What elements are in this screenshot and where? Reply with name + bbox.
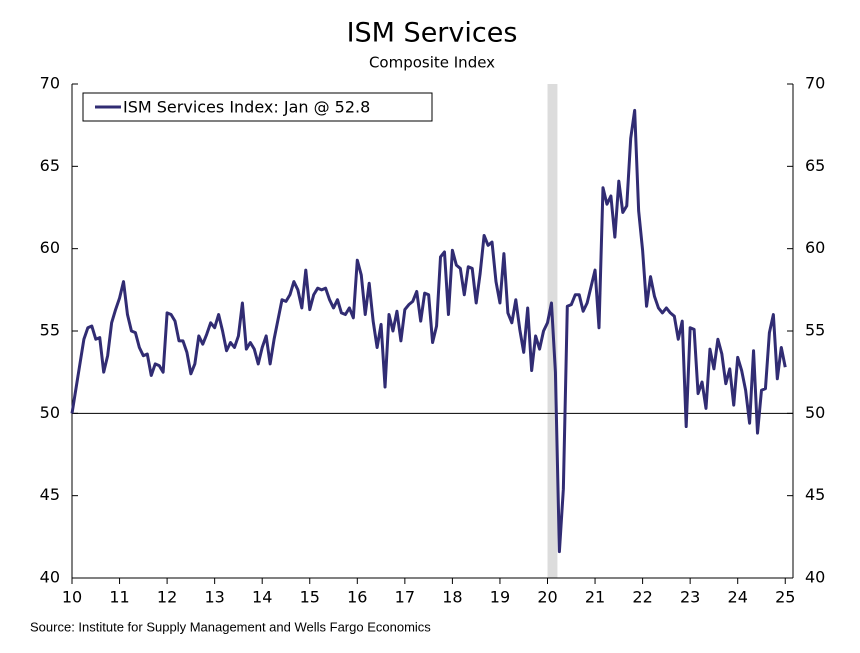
x-tick-label: 14 [252, 588, 272, 607]
x-tick-label: 21 [585, 588, 605, 607]
y-tick-label: 55 [40, 321, 60, 340]
x-tick-label: 11 [109, 588, 129, 607]
source-note: Source: Institute for Supply Management … [30, 619, 431, 634]
y-tick-label: 40 [40, 568, 60, 587]
y2-tick-label: 60 [805, 238, 825, 257]
legend-label: ISM Services Index: Jan @ 52.8 [123, 98, 370, 117]
y2-tick-label: 50 [805, 403, 825, 422]
x-tick-label: 10 [62, 588, 82, 607]
y2-tick-label: 45 [805, 485, 825, 504]
x-tick-label: 23 [680, 588, 700, 607]
y-tick-label: 45 [40, 485, 60, 504]
chart-subtitle: Composite Index [369, 54, 495, 72]
y-tick-label: 70 [40, 74, 60, 93]
x-tick-label: 17 [395, 588, 415, 607]
data-line [70, 108, 787, 554]
x-tick-label: 15 [300, 588, 320, 607]
x-tick-label: 20 [537, 588, 557, 607]
x-tick-label: 12 [157, 588, 177, 607]
x-tick-label: 16 [347, 588, 367, 607]
x-tick-label: 18 [442, 588, 462, 607]
x-tick-label: 24 [728, 588, 748, 607]
y-tick-label: 60 [40, 238, 60, 257]
y2-tick-label: 70 [805, 74, 825, 93]
y2-tick-label: 65 [805, 156, 825, 175]
legend-box [82, 92, 433, 122]
x-tick-label: 19 [490, 588, 510, 607]
y-tick-label: 65 [40, 156, 60, 175]
x-tick-label: 13 [204, 588, 224, 607]
x-tick-label: 22 [632, 588, 652, 607]
y2-tick-label: 40 [805, 568, 825, 587]
x-tick-label: 25 [775, 588, 795, 607]
chart-title: ISM Services [347, 18, 518, 49]
y-tick-label: 50 [40, 403, 60, 422]
y2-tick-label: 55 [805, 321, 825, 340]
